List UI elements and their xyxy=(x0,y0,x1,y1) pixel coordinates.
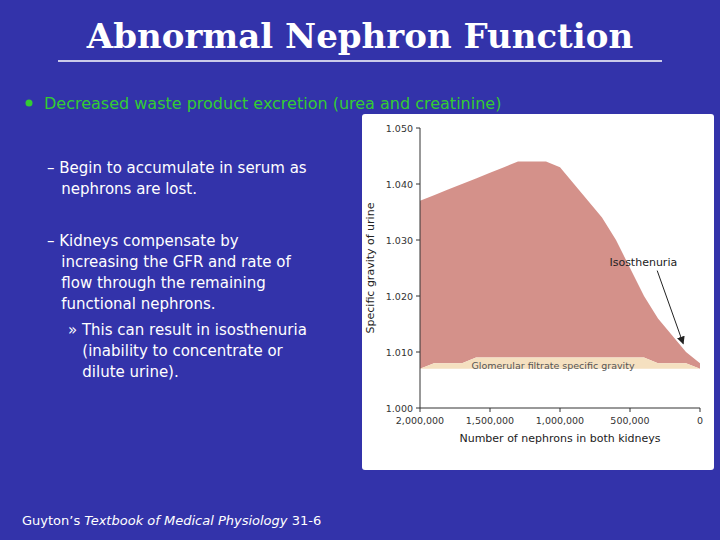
annotation-arrow xyxy=(657,271,683,344)
x-tick xyxy=(630,408,631,412)
y-axis-label: Specific gravity of urine xyxy=(364,202,377,333)
footer-part: Textbook of Medical Physiology xyxy=(84,513,287,528)
x-tick xyxy=(560,408,561,412)
title: Abnormal Nephron Function xyxy=(86,16,633,56)
y-tick-label: 1.040 xyxy=(386,179,413,190)
slide: Abnormal Nephron Function Decreased waste… xyxy=(0,0,720,540)
y-tick xyxy=(416,408,420,409)
x-axis-label: Number of nephrons in both kidneys xyxy=(459,432,660,445)
annotation: Glomerular filtrate specific gravity xyxy=(471,360,635,371)
bullet xyxy=(26,100,33,107)
slide-text: » This can result in isosthenuria (inabi… xyxy=(68,321,307,381)
slide-text-line: nephrons are lost. xyxy=(47,180,197,198)
title-underline xyxy=(58,60,662,62)
chart: 2,000,000 1,500,000 1,000,000 500,000 0 1.000… xyxy=(362,114,714,470)
y-tick xyxy=(416,184,420,185)
x-tick-label: 0 xyxy=(697,415,703,426)
footer-part: Guyton’s xyxy=(22,513,84,528)
y-tick xyxy=(416,128,420,129)
y-tick-label: 1.010 xyxy=(386,347,413,358)
x-tick xyxy=(420,408,421,412)
area-band xyxy=(420,162,700,369)
x-tick-label: 2,000,000 xyxy=(396,415,444,426)
y-tick-label: 1.030 xyxy=(386,235,413,246)
x-tick xyxy=(700,408,701,412)
y-tick xyxy=(416,240,420,241)
slide-text-line: increasing the GFR and rate of xyxy=(47,253,291,271)
footer: Guyton’s Textbook of Medical Physiology … xyxy=(22,513,321,528)
y-tick xyxy=(416,352,420,353)
annotation: Isosthenuria xyxy=(609,256,677,269)
y-tick-label: 1.000 xyxy=(386,403,413,414)
x-tick-label: 1,000,000 xyxy=(536,415,584,426)
x-tick xyxy=(490,408,491,412)
slide-text: – Begin to accumulate in serum as nephro… xyxy=(47,159,307,198)
slide-text-line: flow through the remaining xyxy=(47,274,266,292)
plot-area xyxy=(420,162,700,369)
slide-text-line: functional nephrons. xyxy=(47,295,216,313)
y-tick-label: 1.050 xyxy=(386,123,413,134)
slide-text-line: – Begin to accumulate in serum as xyxy=(47,159,307,177)
chart-panel xyxy=(362,114,714,470)
slide-text-line: Decreased waste product excretion (urea … xyxy=(44,94,501,113)
slide-text: Decreased waste product excretion (urea … xyxy=(44,94,501,113)
footer-part: 31-6 xyxy=(288,513,322,528)
slide-text-line: – Kidneys compensate by xyxy=(47,232,239,250)
slide-text-line: dilute urine). xyxy=(68,363,179,381)
slide-text: – Kidneys compensate by increasing the G… xyxy=(47,232,291,313)
x-tick-label: 500,000 xyxy=(610,415,649,426)
slide-text-line: (inability to concentrate or xyxy=(68,342,284,360)
slide-background xyxy=(0,0,720,540)
y-tick xyxy=(416,296,420,297)
slide-text-line: » This can result in isosthenuria xyxy=(68,321,307,339)
x-tick-label: 1,500,000 xyxy=(466,415,514,426)
y-tick-label: 1.020 xyxy=(386,291,413,302)
y-axis-line xyxy=(420,128,421,408)
